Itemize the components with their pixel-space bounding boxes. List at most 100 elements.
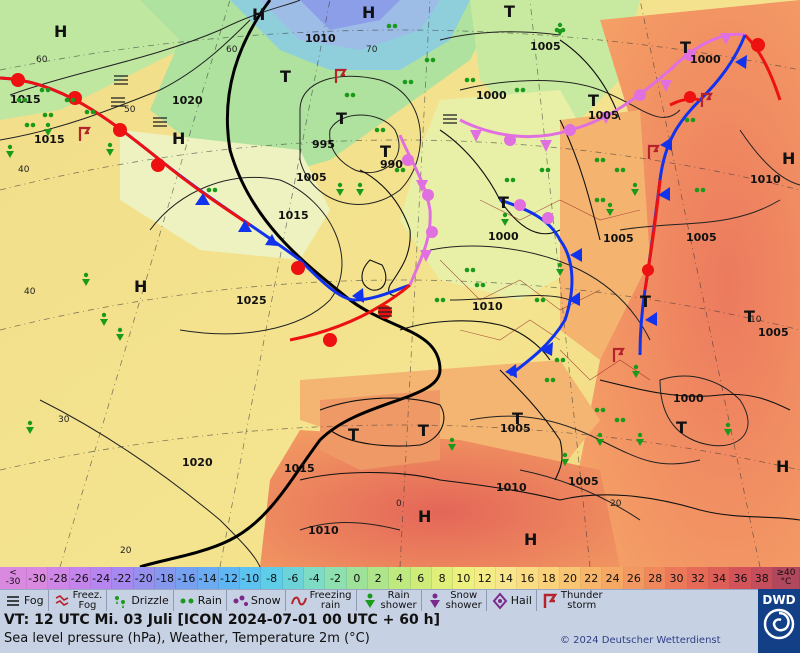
- rain-shower-symbol: [44, 122, 52, 136]
- rain-symbol: [24, 122, 36, 128]
- scale-cell: 12: [474, 567, 496, 589]
- scale-cell: 16: [517, 567, 539, 589]
- low-center: T: [640, 292, 651, 311]
- snow-icon: [233, 595, 248, 606]
- rain-symbol: [594, 157, 606, 163]
- isobar-label: 1015: [34, 133, 65, 146]
- low-center: T: [380, 142, 391, 161]
- scale-min-symbol: <: [9, 568, 17, 578]
- scale-cell: 2: [368, 567, 390, 589]
- rain-symbol: [42, 112, 54, 118]
- valid-time: VT: 12 UTC Mi. 03 Juli [ICON 2024-07-01 …: [4, 612, 440, 628]
- rain-shower-symbol: [724, 422, 732, 436]
- scale-cell: 0: [346, 567, 368, 589]
- drizzle-icon: [115, 596, 126, 608]
- low-center: T: [680, 38, 691, 57]
- freezing-fog-icon: [55, 595, 69, 606]
- isobar-label: 1005: [758, 326, 789, 339]
- legend-snow-label: Snow: [250, 594, 281, 607]
- legend-freez-fog: Freez. Fog: [49, 590, 108, 612]
- dwd-logo: DWD: [758, 589, 800, 653]
- swirl-icon: [763, 608, 795, 640]
- legend-snow: Snow: [227, 590, 286, 612]
- scale-cell: -16: [176, 567, 198, 589]
- grid-label: 60: [36, 55, 48, 65]
- fog-icon: [7, 596, 19, 606]
- rain-shower-symbol: [632, 364, 640, 378]
- scale-unit: °C: [780, 577, 792, 587]
- legend-rain-shower: Rain shower: [357, 590, 422, 612]
- scale-cell: -8: [261, 567, 283, 589]
- isobar-label: 1005: [530, 40, 561, 53]
- thunderstorm-symbol: [700, 92, 713, 107]
- isobar-label: 1010: [472, 300, 503, 313]
- scale-cell: -20: [133, 567, 155, 589]
- snow-shower-icon: [429, 593, 440, 608]
- isobar-label: 1020: [182, 456, 213, 469]
- rain-symbol: [684, 117, 696, 123]
- low-center: T: [348, 425, 359, 444]
- rain-symbol: [514, 87, 526, 93]
- low-center: T: [418, 421, 429, 440]
- rain-shower-symbol: [606, 202, 614, 216]
- rain-shower-symbol: [356, 182, 364, 196]
- scale-cell: -2: [325, 567, 347, 589]
- scale-cell: 30: [666, 567, 688, 589]
- rain-symbol: [424, 57, 436, 63]
- rain-symbol: [614, 417, 626, 423]
- rain-symbol: [344, 92, 356, 98]
- isobar-label: 1025: [236, 294, 267, 307]
- isobar-label: 1005: [500, 422, 531, 435]
- grid-label: 20: [610, 499, 622, 509]
- rain-shower-symbol: [6, 144, 14, 158]
- scale-cell: 18: [538, 567, 560, 589]
- isobar-label: 1000: [690, 53, 721, 66]
- scale-cell: 34: [709, 567, 731, 589]
- scale-cell: 36: [730, 567, 752, 589]
- isobar-label: 1010: [496, 481, 527, 494]
- legend-thunderstorm: Thunder storm: [537, 590, 607, 612]
- legend-fog: Fog: [0, 590, 49, 612]
- high-center: H: [134, 277, 147, 296]
- thunderstorm-symbol: [334, 68, 347, 83]
- map-description: Sea level pressure (hPa), Weather, Tempe…: [4, 631, 370, 646]
- scale-min-cell: < -30: [0, 567, 27, 589]
- weather-legend: Fog Freez. Fog Drizzle Rain Snow Freezin…: [0, 589, 800, 612]
- hail-icon: [492, 592, 508, 610]
- rain-symbol: [394, 167, 406, 173]
- legend-snow-shower-label: Snow shower: [445, 590, 482, 611]
- legend-freez-fog-label: Freez. Fog: [72, 590, 103, 611]
- legend-hail-label: Hail: [510, 594, 532, 607]
- rain-shower-icon: [364, 593, 375, 608]
- grid-label: 50: [124, 105, 136, 115]
- rain-symbol: [64, 97, 76, 103]
- isobar-label: 1005: [686, 231, 717, 244]
- rain-symbol: [464, 77, 476, 83]
- rain-shower-symbol: [556, 22, 564, 36]
- scale-cell: -12: [218, 567, 241, 589]
- weather-symbols: [6, 22, 732, 466]
- rain-symbol: [694, 187, 706, 193]
- scale-max-cell: ≥40 °C: [772, 567, 800, 589]
- grid-label: 70: [366, 45, 378, 55]
- isobar-label: 1005: [603, 232, 634, 245]
- legend-rain-label: Rain: [197, 594, 222, 607]
- fog-symbol: [111, 97, 125, 107]
- thunderstorm-symbol: [647, 144, 660, 159]
- freezing-rain-icon: [290, 596, 307, 606]
- legend-thunderstorm-label: Thunder storm: [560, 590, 603, 611]
- scale-cell: -22: [112, 567, 134, 589]
- fog-symbol: [153, 117, 167, 127]
- low-center: T: [588, 91, 599, 110]
- rain-symbol: [474, 282, 486, 288]
- rain-symbol: [594, 407, 606, 413]
- rain-shower-symbol: [556, 262, 564, 276]
- high-center: H: [172, 129, 185, 148]
- scale-min-value: -30: [5, 577, 21, 587]
- isobar-label: 995: [312, 138, 335, 151]
- rain-symbol: [614, 167, 626, 173]
- legend-rain: Rain: [174, 590, 227, 612]
- low-center: T: [498, 193, 509, 212]
- rain-shower-symbol: [636, 432, 644, 446]
- grid-label: 30: [58, 415, 70, 425]
